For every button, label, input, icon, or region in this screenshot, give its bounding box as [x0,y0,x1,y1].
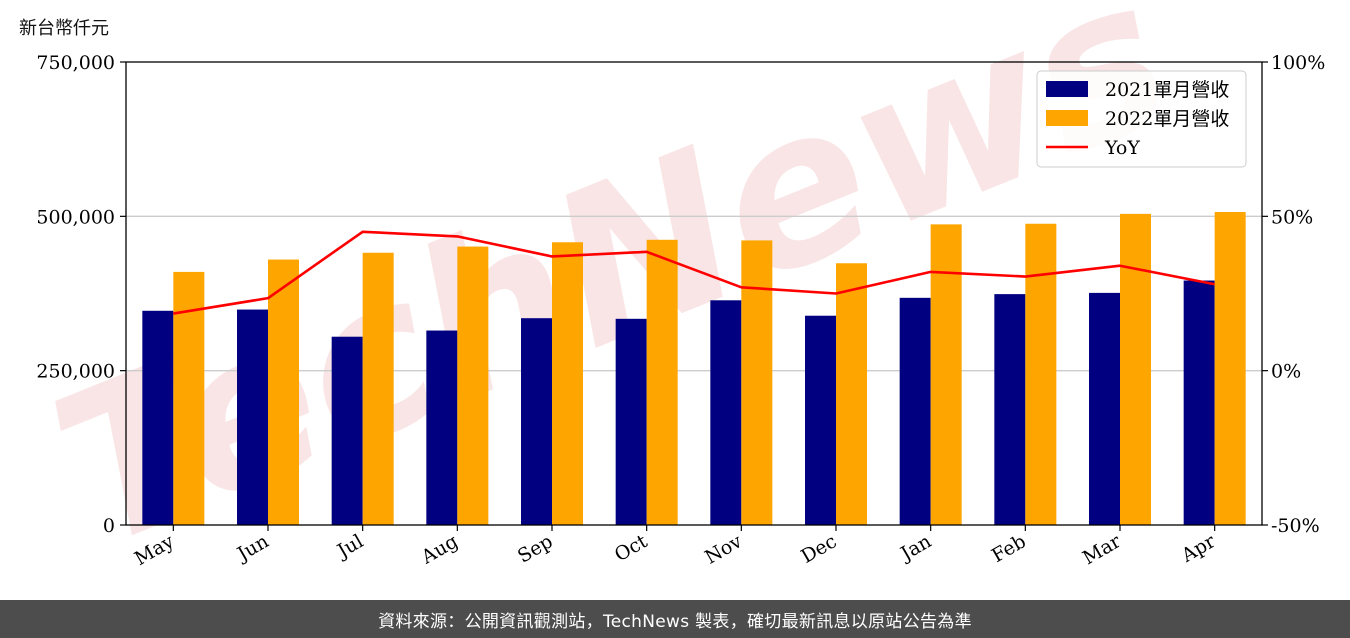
bar [331,336,363,525]
bar [741,240,773,525]
y-left-tick-label: 0 [103,515,115,537]
bar [710,300,742,525]
legend-swatch [1046,81,1088,97]
x-tick-label: Dec [797,530,840,568]
bar [268,259,299,525]
grid-lines [126,215,1262,372]
x-tick-label: Mar [1079,530,1125,569]
bar [1183,280,1215,525]
y-left-tick-label: 500,000 [36,206,115,228]
y-right-tick-label: 0% [1271,361,1301,383]
legend-label: YoY [1104,137,1140,159]
x-tick-label: Jan [895,530,935,566]
bar [173,271,205,525]
x-tick-label: Nov [701,530,746,569]
bar [805,315,836,525]
yoy-line [173,230,1215,315]
bar [994,294,1026,525]
source-footer: 資料來源：公開資訊觀測站，TechNews 製表，確切最新訊息以原站公告為準 [0,600,1350,638]
x-tick-label: Oct [611,530,652,566]
bar [426,330,458,525]
plot-frame [125,61,1263,526]
legend-swatch [1046,110,1088,126]
legend-label: 2022單月營收 [1105,108,1229,130]
revenue-chart: TechNews 0250,000500,000750,000-50%0%50%… [25,0,1326,595]
yoy-line-layer [173,230,1215,315]
y-left-tick-label: 250,000 [36,361,115,383]
bar [457,246,489,525]
bar [1120,213,1151,525]
bars [142,212,1246,526]
y-right-tick-label: 50% [1271,206,1313,228]
bar [362,252,394,526]
bar [646,239,678,526]
y-right-tick-label: -50% [1271,515,1320,537]
y-left-tick-label: 750,000 [36,52,115,74]
legend: 2021單月營收 2022單月營收 YoY [1036,70,1247,168]
bar [1089,292,1120,525]
bar-series-2021 [142,280,1215,525]
bar [521,318,552,525]
x-tick-label: Jul [332,530,367,563]
bar [237,309,268,525]
bar-series-2022 [173,212,1246,526]
x-tick-label: Sep [514,530,557,567]
legend-label: 2021單月營收 [1105,79,1229,101]
bar [836,263,867,525]
bar [1025,223,1057,525]
x-tick-label: Feb [988,530,1030,567]
y-axis-unit-label: 新台幣仟元 [19,18,109,39]
bar [552,242,583,525]
bar [930,224,962,525]
source-footer-text: 資料來源：公開資訊觀測站，TechNews 製表，確切最新訊息以原站公告為準 [378,611,972,632]
x-tick-label: Aug [417,530,462,569]
x-tick-label: Apr [1177,530,1220,567]
legend-box [1036,70,1247,168]
bar [615,318,647,525]
bar [1214,212,1246,525]
y-right-tick-label: 100% [1271,52,1325,74]
bar [142,310,174,525]
bar [899,297,931,525]
